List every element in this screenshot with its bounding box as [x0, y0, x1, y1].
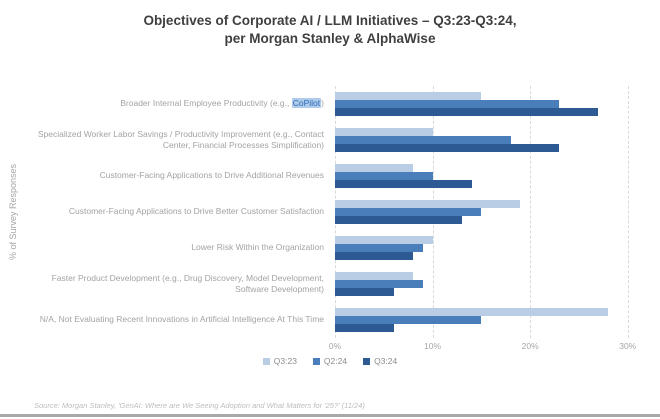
- legend-item-q3-23: Q3:23: [262, 356, 297, 366]
- highlighted-text: CoPilot: [291, 98, 322, 109]
- category-label: N/A, Not Evaluating Recent Innovations i…: [39, 314, 324, 325]
- legend-label: Q3:23: [273, 356, 297, 366]
- y-axis-label: % of Survey Responses: [8, 163, 18, 261]
- bar-q2-24: [335, 172, 433, 180]
- bar-q2-24: [335, 244, 423, 252]
- legend-swatch: [312, 357, 320, 365]
- bar-q2-24: [335, 208, 482, 216]
- bar-q2-24: [335, 316, 482, 324]
- bar-group: [335, 158, 657, 194]
- category-label: Faster Product Development (e.g., Drug D…: [51, 272, 324, 294]
- bar-q3-24: [335, 108, 599, 116]
- x-tick-label: 30%: [619, 341, 637, 351]
- bar-q3-23: [335, 308, 609, 316]
- bar-group: [335, 122, 657, 158]
- category-label: Broader Internal Employee Productivity (…: [120, 98, 324, 109]
- x-axis-ticks: 0% 10% 20% 30%: [329, 341, 657, 353]
- bar-group: [335, 194, 657, 230]
- x-tick-label: 20%: [521, 341, 539, 351]
- bar-q3-23: [335, 236, 433, 244]
- bar-q3-24: [335, 324, 394, 332]
- category-label: Lower Risk Within the Organization: [191, 242, 324, 253]
- x-tick-label: 10%: [424, 341, 442, 351]
- chart-title-line2: per Morgan Stanley & AlphaWise: [224, 31, 436, 47]
- legend-item-q2-24: Q2:24: [312, 356, 348, 366]
- legend-item-q3-24: Q3:24: [363, 356, 397, 366]
- bar-q2-24: [335, 100, 560, 108]
- bar-q3-23: [335, 164, 414, 172]
- bar-q3-23: [335, 128, 433, 136]
- bar-q2-24: [335, 280, 423, 288]
- category-label: Customer-Facing Applications to Drive Ad…: [99, 170, 324, 181]
- legend: Q3:23 Q2:24 Q3:24: [0, 356, 660, 366]
- category-labels-column: Broader Internal Employee Productivity (…: [28, 86, 330, 338]
- bar-q2-24: [335, 136, 511, 144]
- bar-group: [335, 266, 657, 302]
- bar-group: [335, 230, 657, 266]
- legend-swatch: [262, 357, 270, 365]
- category-label: Specialized Worker Labor Savings / Produ…: [37, 128, 324, 150]
- legend-label: Q3:24: [374, 356, 398, 366]
- bar-group: [335, 86, 657, 122]
- chart-title: Objectives of Corporate AI / LLM Initiat…: [0, 12, 660, 48]
- bar-q3-24: [335, 180, 472, 188]
- x-tick-label: 0%: [328, 341, 342, 351]
- source-note: Source: Morgan Stanley, 'GenAI: Where ar…: [34, 401, 365, 410]
- bar-q3-24: [335, 252, 414, 260]
- gridline-30%: [627, 86, 629, 338]
- legend-swatch: [363, 357, 371, 365]
- chart-title-line1: Objectives of Corporate AI / LLM Initiat…: [143, 13, 517, 28]
- legend-label: Q2:24: [323, 356, 348, 366]
- plot-area: [335, 86, 657, 338]
- bottom-divider: [0, 414, 660, 417]
- bar-q3-23: [335, 272, 414, 280]
- gridline-20%: [530, 86, 532, 338]
- plot-rows: [335, 86, 657, 338]
- bar-q3-24: [335, 144, 560, 152]
- bar-q3-24: [335, 216, 462, 224]
- bar-q3-23: [335, 200, 521, 208]
- bar-q3-24: [335, 288, 394, 296]
- bar-q3-23: [335, 92, 482, 100]
- bar-group: [335, 302, 657, 338]
- category-label: Customer-Facing Applications to Drive Be…: [68, 206, 324, 217]
